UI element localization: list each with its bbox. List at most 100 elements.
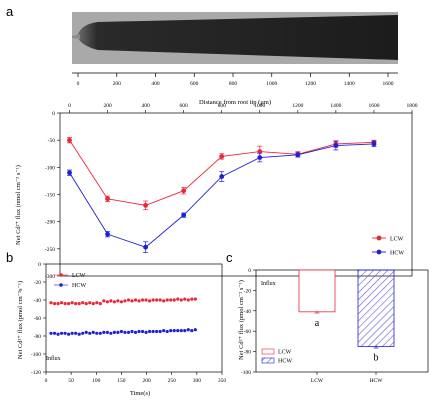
chart-c-ytick-label: -60 (244, 329, 252, 335)
chart-a-legend-label: LCW (390, 237, 404, 243)
chart-b-point-hcw (95, 331, 99, 335)
root-cap (72, 34, 80, 39)
chart-a: 0 200 400 600 800 1000 1200 1400 1600 1800 0 -50 -10… (45, 103, 418, 280)
chart-b-legend-label: LCW (72, 273, 86, 279)
chart-b-point-lcw (151, 298, 155, 302)
chart-b-ytick-label: 0 (38, 262, 41, 268)
chart-b-point-lcw (126, 298, 131, 302)
chart-b-point-lcw (52, 302, 57, 306)
chart-b-point-lcw (109, 299, 113, 303)
chart-b-point-hcw (130, 329, 134, 334)
chart-a-ytick-label: -200 (45, 220, 55, 226)
chart-b-xtick-label: 200 (142, 378, 151, 384)
chart-c: 0 -20 -40 -60 -80 -100 LCW a HCW b LCW HCW (241, 268, 429, 384)
chart-a-point-hcw (143, 244, 149, 250)
root-distance-axis: 0 200 400 600 800 1000 1200 1400 1600 (72, 72, 398, 87)
chart-a-ytick-label: -300 (45, 274, 55, 280)
chart-b-point-lcw (84, 302, 88, 306)
chart-a-legend-marker (376, 235, 382, 241)
chart-b-xlabel: Time(s) (130, 390, 150, 397)
chart-a-point-lcw (67, 137, 72, 143)
chart-b-point-hcw (155, 329, 159, 334)
chart-b-point-lcw (77, 302, 81, 306)
chart-c-legend-label: LCW (278, 350, 292, 356)
chart-a-ytick-label: -100 (45, 165, 55, 171)
chart-b-point-hcw (67, 332, 71, 336)
chart-b-xtick-label: 0 (45, 378, 48, 384)
chart-b-point-hcw (56, 332, 60, 336)
chart-b-point-lcw (98, 302, 102, 306)
chart-b-point-hcw (126, 330, 131, 334)
chart-b-point-hcw (59, 331, 64, 335)
chart-b-point-hcw (176, 329, 180, 333)
chart-b-point-lcw (56, 302, 60, 306)
chart-b-point-lcw (169, 298, 173, 302)
chart-b-point-hcw (190, 329, 194, 333)
chart-b-point-hcw (123, 330, 127, 334)
chart-a-xtick-label: 400 (141, 103, 150, 109)
chart-a-xtick-label: 1600 (368, 103, 379, 109)
root-axis-tick-label: 200 (113, 81, 122, 87)
chart-b-point-hcw (144, 330, 148, 334)
chart-b-point-hcw (102, 330, 106, 334)
chart-b-ylabel: Net Cd²⁺ flux (pmol cm⁻²s⁻¹) (17, 281, 24, 359)
chart-b-point-hcw (186, 328, 190, 332)
chart-a-legend-marker (376, 249, 382, 255)
root-axis-tick-label: 1600 (383, 81, 394, 87)
panel-c-letter: c (226, 250, 233, 265)
chart-b-legend-label: HCW (72, 283, 86, 289)
root-axis-tick-label: 800 (229, 81, 238, 87)
chart-c-legend-label: HCW (278, 359, 292, 365)
chart-b-point-lcw (172, 298, 176, 302)
chart-a-point-lcw (143, 202, 149, 208)
root-axis-tick-label: 400 (151, 81, 160, 87)
chart-a-xtick-label: 1200 (292, 103, 303, 109)
chart-a-xtick-label: 1400 (330, 103, 341, 109)
chart-b-point-hcw (63, 331, 67, 335)
chart-a-point-hcw (333, 143, 339, 149)
chart-a-ytick-label: 0 (52, 111, 55, 117)
chart-b-point-hcw (49, 331, 53, 335)
chart-a-frame (59, 112, 413, 277)
chart-c-influx-note: Influx (261, 280, 276, 287)
chart-c-ytick-label: 0 (248, 268, 251, 274)
chart-b-point-hcw (74, 331, 78, 335)
chart-b-point-hcw (88, 331, 92, 335)
chart-a-point-lcw (105, 196, 110, 202)
chart-b-xtick-label: 100 (92, 378, 101, 384)
chart-c-ytick-label: -20 (244, 288, 252, 294)
chart-a-xtick-label: 1800 (407, 103, 418, 109)
chart-a-ytick-label: -50 (48, 138, 56, 144)
chart-a-ylabel: Net Cd²⁺ flux (nmol cm⁻² s⁻¹) (15, 165, 22, 245)
chart-b-point-lcw (179, 298, 183, 302)
chart-b-ytick-label: -20 (34, 280, 42, 286)
chart-c-significance-letter: a (315, 318, 320, 329)
chart-b-point-lcw (140, 298, 145, 302)
chart-b-point-lcw (91, 302, 95, 306)
chart-a-legend-label: HCW (390, 251, 404, 257)
panel-b-letter: b (6, 250, 13, 265)
chart-b-point-hcw (116, 330, 120, 334)
chart-b-xtick-label: 150 (117, 378, 126, 384)
chart-b-point-hcw (169, 329, 173, 333)
root-axis-tick-label: 1200 (305, 81, 316, 87)
chart-b: 0 50 100 150 200 250 300 350 0 -20 -40 -60 -80 -100 -1… (31, 262, 226, 384)
chart-a-ytick-label: -150 (45, 193, 55, 199)
chart-b-point-lcw (74, 302, 78, 306)
chart-a-point-lcw (181, 188, 187, 194)
chart-c-significance-letter: b (374, 353, 379, 364)
chart-a-point-hcw (257, 155, 263, 160)
chart-b-xtick-label: 50 (68, 378, 74, 384)
chart-b-point-lcw (102, 299, 106, 303)
root-axis-tick-label: 0 (77, 81, 80, 87)
chart-b-point-lcw (183, 297, 187, 301)
chart-b-point-lcw (116, 299, 120, 303)
chart-c-bar-lcw (298, 269, 336, 313)
chart-c-legend-swatch (261, 348, 275, 355)
chart-b-point-lcw (190, 297, 194, 301)
chart-b-point-hcw (151, 329, 155, 334)
chart-c-ytick-label: -40 (244, 309, 252, 315)
chart-b-point-lcw (186, 298, 190, 302)
chart-a-point-hcw (105, 231, 110, 237)
chart-a-point-hcw (219, 174, 225, 179)
